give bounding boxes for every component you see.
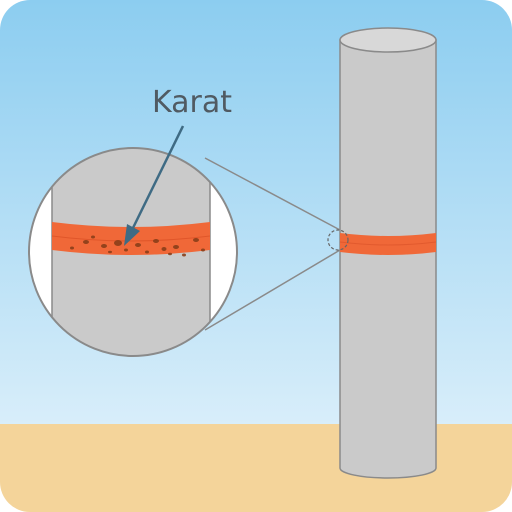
callout-label: Karat	[152, 85, 232, 120]
pointer-arrow-icon	[124, 125, 185, 246]
guide-line-top	[204, 157, 341, 231]
detail-marker-icon	[327, 229, 349, 251]
pole-rust-band	[340, 233, 436, 255]
pole-icon	[339, 27, 437, 479]
rust-spots	[70, 235, 205, 257]
guide-line-bottom	[204, 249, 341, 331]
magnifier-icon	[28, 147, 238, 357]
